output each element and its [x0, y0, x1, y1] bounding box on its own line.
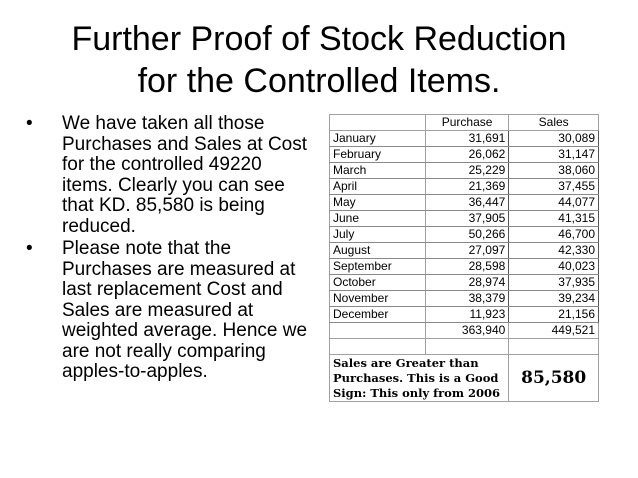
summary-row: Sales are Greater than Purchases. This i…: [328, 354, 599, 402]
bullet-list: • We have taken all those Purchases and …: [22, 113, 312, 385]
purchase-cell: 21,369: [424, 178, 510, 195]
header-cell: [329, 114, 426, 131]
bullet-dot: •: [26, 113, 33, 134]
table-row: May 36,447 44,077: [329, 194, 599, 211]
month-cell: January: [329, 130, 426, 147]
purchase-cell: 36,447: [424, 194, 510, 211]
blank-cell: [424, 338, 510, 355]
table-header-row: Purchase Sales: [329, 114, 599, 131]
table-row: June 37,905 41,315: [329, 210, 599, 227]
sales-cell: 37,455: [508, 178, 599, 195]
summary-note: Sales are Greater than Purchases. This i…: [328, 354, 510, 402]
purchase-sales-table: Purchase Sales January 31,691 30,089 Februa…: [328, 114, 599, 402]
purchase-cell: 31,691: [424, 130, 510, 147]
month-cell: May: [329, 194, 426, 211]
table-row: October 28,974 37,935: [329, 274, 599, 291]
purchase-cell: 37,905: [424, 210, 510, 227]
table-row: July 50,266 46,700: [329, 226, 599, 243]
sales-cell: 37,935: [508, 274, 599, 291]
bullet-text: Please note that the Purchases are measu…: [62, 238, 308, 382]
sales-cell: 46,700: [508, 226, 599, 243]
totals-label-cell: [329, 322, 426, 339]
month-cell: November: [329, 290, 426, 307]
bullet-text: We have taken all those Purchases and Sa…: [62, 113, 308, 237]
sales-cell: 44,077: [508, 194, 599, 211]
sales-cell: 39,234: [508, 290, 599, 307]
sales-cell: 30,089: [508, 130, 599, 147]
bullet-item: • Please note that the Purchases are mea…: [22, 238, 312, 383]
header-cell-sales: Sales: [508, 114, 599, 131]
bullet-dot: •: [26, 238, 33, 259]
sales-cell: 21,156: [508, 306, 599, 323]
sales-cell: 38,060: [508, 162, 599, 179]
sales-total-cell: 449,521: [508, 322, 599, 339]
purchase-total-cell: 363,940: [424, 322, 510, 339]
month-cell: March: [329, 162, 426, 179]
slide-title: Further Proof of Stock Reduction for the…: [0, 18, 638, 102]
table-row: December 11,923 21,156: [329, 306, 599, 323]
purchase-cell: 11,923: [424, 306, 510, 323]
difference-value: 85,580: [508, 354, 599, 402]
sales-cell: 31,147: [508, 146, 599, 163]
month-cell: August: [329, 242, 426, 259]
table-row: February 26,062 31,147: [329, 146, 599, 163]
sales-cell: 41,315: [508, 210, 599, 227]
purchase-cell: 28,598: [424, 258, 510, 275]
table-row: January 31,691 30,089: [329, 130, 599, 147]
month-cell: October: [329, 274, 426, 291]
month-cell: April: [329, 178, 426, 195]
title-line-2: for the Controlled Items.: [137, 62, 501, 100]
month-cell: June: [329, 210, 426, 227]
table-row: September 28,598 40,023: [329, 258, 599, 275]
purchase-cell: 28,974: [424, 274, 510, 291]
purchase-cell: 38,379: [424, 290, 510, 307]
header-cell-purchase: Purchase: [424, 114, 510, 131]
month-cell: July: [329, 226, 426, 243]
month-cell: December: [329, 306, 426, 323]
table-row: November 38,379 39,234: [329, 290, 599, 307]
purchase-cell: 50,266: [424, 226, 510, 243]
sales-cell: 40,023: [508, 258, 599, 275]
table-row: April 21,369 37,455: [329, 178, 599, 195]
blank-row: [329, 338, 599, 355]
totals-row: 363,940 449,521: [329, 322, 599, 339]
table-row: August 27,097 42,330: [329, 242, 599, 259]
bullet-item: • We have taken all those Purchases and …: [22, 113, 312, 237]
purchase-cell: 27,097: [424, 242, 510, 259]
title-line-1: Further Proof of Stock Reduction: [71, 20, 567, 58]
table-row: March 25,229 38,060: [329, 162, 599, 179]
sales-cell: 42,330: [508, 242, 599, 259]
blank-cell: [329, 338, 426, 355]
month-cell: February: [329, 146, 426, 163]
purchase-cell: 25,229: [424, 162, 510, 179]
blank-cell: [508, 338, 599, 355]
purchase-cell: 26,062: [424, 146, 510, 163]
month-cell: September: [329, 258, 426, 275]
